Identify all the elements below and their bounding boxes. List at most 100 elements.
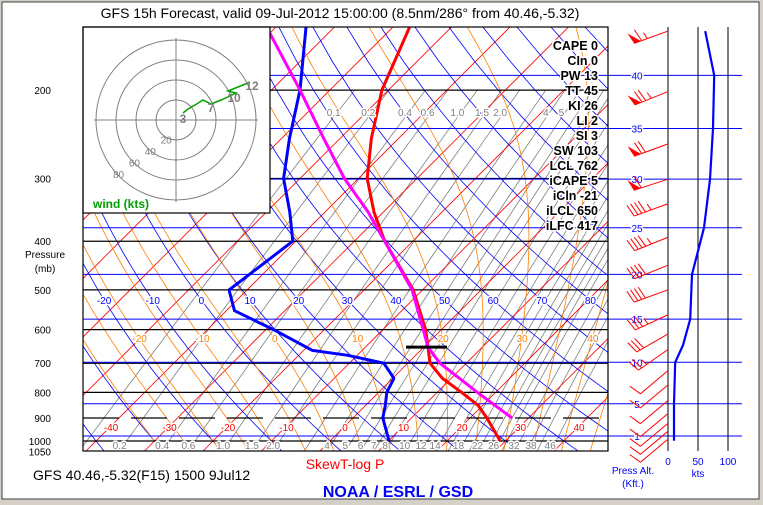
mixing-ratio-label: 6: [358, 441, 364, 452]
index-label: iLFC: [546, 219, 574, 233]
hodograph-ring: [135, 79, 217, 161]
moist-adiabat-label: 40: [587, 334, 599, 345]
speed-tick-label: 0: [665, 457, 671, 468]
index-icape: iCAPE 5: [549, 174, 598, 188]
mixing-ratio-label: 7: [371, 441, 377, 452]
barb-feather: [634, 316, 644, 327]
mixing-ratio-label: 5: [343, 441, 349, 452]
barb-feather: [629, 446, 641, 455]
parcel-profile: [265, 27, 513, 420]
y-axis-units: (mb): [35, 264, 56, 275]
index-label: PW: [560, 69, 580, 83]
altitude-tick-label: 40: [631, 71, 643, 82]
index-label: LI: [576, 114, 587, 128]
index-label: CAPE: [553, 39, 588, 53]
isotherm-line: [436, 279, 608, 451]
pressure-tick-label: 600: [34, 326, 51, 337]
hodograph-ring-label: 20: [161, 136, 173, 147]
isotherm-line: [377, 220, 608, 451]
pressure-tick-label: 400: [34, 237, 51, 248]
pressure-tick-label: 300: [34, 175, 51, 186]
moist-adiabat-label: 20: [438, 334, 450, 345]
mixing-ratio-label: 0.6: [181, 441, 195, 452]
wind-barb: [629, 370, 669, 395]
hodograph-ring: [155, 99, 197, 141]
mixing-ratio-label: 0.4: [155, 441, 169, 452]
barb-staff: [633, 178, 669, 191]
altitude-axis-units: (Kft.): [622, 479, 644, 490]
barb-feather: [634, 176, 642, 189]
barb-feather: [634, 29, 643, 41]
temperature-profile: [365, 27, 502, 442]
index-value: 103: [577, 144, 598, 158]
mixing-ratio-label: 22: [472, 441, 484, 452]
wind-panel: 4035302520151051050100: [83, 27, 742, 468]
dry-adiabat-label: 70: [536, 296, 548, 307]
index-cape: CAPE 0: [553, 39, 598, 53]
mixing-ratio-label: 2.0: [266, 441, 280, 452]
y-axis-label: Pressure: [25, 250, 65, 261]
barb-staff: [634, 203, 669, 217]
barb-feather: [634, 142, 643, 154]
dry-adiabat-label: 0: [199, 296, 205, 307]
index-value: 5: [591, 174, 598, 188]
barb-feather: [626, 267, 636, 279]
wind-barb: [627, 29, 669, 44]
speed-tick-label: 100: [720, 457, 737, 468]
index-si: SI 3: [576, 129, 598, 143]
barb-half-feather: [646, 92, 652, 99]
dry-adiabat-label: 10: [244, 296, 256, 307]
dry-adiabat-label: 50: [439, 296, 451, 307]
index-label: LCL: [550, 159, 575, 173]
hodograph-ring: [115, 59, 237, 181]
wind-barb: [627, 89, 669, 106]
barb-feather: [634, 288, 643, 300]
plot-border: [82, 26, 609, 452]
wind-barb: [626, 286, 669, 303]
mixing-ratio-label: 2.0: [493, 108, 507, 119]
index-ilfc: iLFC 417: [546, 219, 598, 233]
barb-feather: [633, 264, 643, 276]
mixing-ratio-line: [477, 223, 608, 451]
dry-adiabat-label: -10: [146, 296, 161, 307]
barb-feather: [637, 286, 646, 299]
mixing-ratio-line: [404, 122, 608, 451]
barb-feather: [630, 340, 641, 351]
index-value: 45: [584, 84, 598, 98]
isotherm-line: [83, 27, 393, 338]
mixing-ratio-line: [486, 235, 608, 451]
barb-feather: [626, 239, 636, 252]
dry-adiabat-label: 40: [390, 296, 402, 307]
index-ki: KI 26: [568, 99, 598, 113]
barb-staff: [640, 413, 669, 438]
barb-feather: [626, 291, 635, 303]
mixing-ratio-label: 4: [543, 108, 549, 119]
barb-half-feather: [643, 318, 649, 325]
hodograph-title: wind (kts): [92, 197, 149, 211]
mixing-ratio-line: [550, 340, 608, 451]
mixing-ratio-line: [468, 209, 608, 451]
wind-barb: [627, 141, 669, 157]
index-label: iCln: [553, 189, 577, 203]
mixing-ratio-line: [187, 89, 449, 451]
index-label: TT: [565, 84, 581, 98]
dry-adiabat-label: 20: [293, 296, 305, 307]
pressure-tick-label: 700: [34, 359, 51, 370]
wind-barb: [627, 333, 669, 353]
index-li: LI 2: [576, 114, 598, 128]
barb-pennant: [627, 180, 641, 191]
dry-adiabat-label: 30: [342, 296, 354, 307]
mixing-ratio-line: [536, 315, 608, 451]
hodograph-point-label: 12: [245, 79, 259, 93]
mixing-ratio-label: 1.5: [475, 108, 489, 119]
speed-axis-units: kts: [692, 469, 705, 480]
mixing-ratio-label: 26: [488, 441, 500, 452]
wind-barb: [626, 314, 669, 331]
mixing-ratio-line: [501, 258, 608, 451]
barb-half-feather: [642, 32, 648, 39]
barb-feather: [637, 235, 647, 247]
moist-adiabat-label: -20: [132, 334, 147, 345]
altitude-tick-label: 25: [631, 224, 643, 235]
hodograph-ring-label: 40: [145, 147, 157, 158]
